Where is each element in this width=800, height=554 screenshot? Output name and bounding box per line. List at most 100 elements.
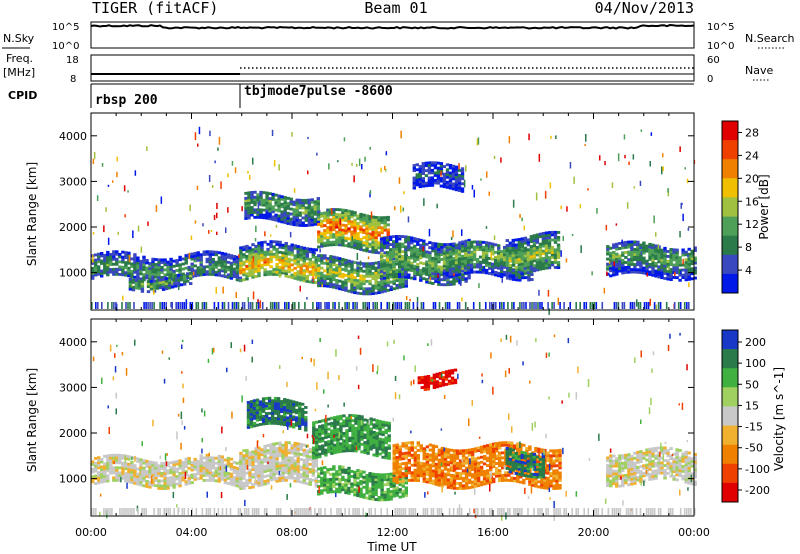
heatmap-speck <box>93 151 96 160</box>
heatmap-cell <box>256 198 260 202</box>
heatmap-cell <box>314 459 318 463</box>
heatmap-cell <box>293 244 297 248</box>
heatmap-cell <box>327 432 331 436</box>
heatmap-cell <box>298 427 302 430</box>
heatmap-cell <box>266 444 270 447</box>
heatmap-cell <box>478 260 483 264</box>
heatmap-cell <box>261 417 266 421</box>
heatmap-cell <box>136 274 140 277</box>
heatmap-floor-cell <box>143 302 145 309</box>
heatmap-cell <box>527 263 531 267</box>
heatmap-cell <box>208 466 212 470</box>
heatmap-floor-cell <box>583 302 585 309</box>
heatmap-cell <box>377 266 381 269</box>
heatmap-cell <box>136 261 140 265</box>
heatmap-cell <box>463 261 468 265</box>
heatmap-cell <box>648 247 652 251</box>
heatmap-speck <box>519 214 521 218</box>
heatmap-cell <box>287 473 291 477</box>
heatmap-cell <box>94 469 98 473</box>
heatmap-cell <box>553 230 558 234</box>
heatmap-cell <box>338 467 342 471</box>
heatmap-cell <box>284 446 288 450</box>
heatmap-cell <box>299 266 303 269</box>
heatmap-cell <box>154 484 158 488</box>
heatmap-cell <box>627 258 631 262</box>
heatmap-floor-cell <box>312 302 314 309</box>
heatmap-cell <box>327 422 331 426</box>
heatmap-cell <box>239 451 243 455</box>
heatmap-cell <box>272 240 276 244</box>
heatmap-cell <box>494 273 498 277</box>
heatmap-cell <box>109 258 113 261</box>
heatmap-cell <box>684 265 688 269</box>
heatmap-cell <box>136 475 140 478</box>
heatmap-cell <box>341 208 345 212</box>
heatmap-cell <box>639 256 643 259</box>
heatmap-cell <box>166 484 170 488</box>
heatmap-cell <box>431 246 435 250</box>
heatmap-cell <box>278 446 282 450</box>
heatmap-cell <box>324 428 328 432</box>
heatmap-cell <box>276 409 281 413</box>
heatmap-cell <box>172 264 176 268</box>
heatmap-cell <box>505 256 509 260</box>
heatmap-cell <box>320 471 324 475</box>
heatmap-cell <box>208 468 212 472</box>
heatmap-cell <box>365 221 369 225</box>
heatmap-cell <box>178 479 182 483</box>
heatmap-cell <box>389 275 393 279</box>
heatmap-cell <box>654 262 658 265</box>
heatmap-cell <box>226 268 231 272</box>
heatmap-cell <box>166 469 170 473</box>
heatmap-cell <box>449 242 453 246</box>
heatmap-cell <box>265 204 269 208</box>
heatmap-cell <box>359 274 363 278</box>
heatmap-cell <box>323 219 327 222</box>
heatmap-cell <box>520 262 524 266</box>
heatmap-cell <box>336 433 340 436</box>
heatmap-cell <box>389 238 393 241</box>
heatmap-speck <box>356 252 359 261</box>
heatmap-cell <box>606 245 610 248</box>
heatmap-cell <box>296 454 300 458</box>
heatmap-cell <box>621 246 625 250</box>
heatmap-cell <box>323 256 327 260</box>
heatmap-cell <box>245 264 249 268</box>
heatmap-cell <box>251 475 255 479</box>
heatmap-cell <box>687 277 691 281</box>
heatmap-cell <box>344 224 348 227</box>
heatmap-cell <box>424 181 429 185</box>
heatmap-cell <box>208 252 212 256</box>
heatmap-cell <box>287 466 291 470</box>
heatmap-cell <box>460 182 465 186</box>
heatmap-cell <box>208 260 212 264</box>
heatmap-cell <box>272 442 276 446</box>
heatmap-cell <box>523 266 528 270</box>
heatmap-cell <box>348 421 352 425</box>
heatmap-cell <box>270 404 275 408</box>
heatmap-cell <box>289 414 293 418</box>
heatmap-cell <box>336 415 340 419</box>
heatmap-floor-cell <box>569 302 571 309</box>
heatmap-cell <box>341 485 345 489</box>
heatmap-cell <box>242 245 246 249</box>
heatmap-cell <box>377 231 381 235</box>
heatmap-cell <box>283 408 287 412</box>
heatmap-cell <box>278 451 282 455</box>
heatmap-cell <box>289 197 293 201</box>
heatmap-cell <box>404 260 408 264</box>
heatmap-cell <box>329 285 333 289</box>
heatmap-cell <box>106 474 110 478</box>
heatmap-cell <box>454 263 459 267</box>
heatmap-cell <box>454 243 459 247</box>
heatmap-floor-cell <box>551 302 553 309</box>
heatmap-cell <box>338 480 342 484</box>
heatmap-cell <box>344 236 348 240</box>
heatmap-speck <box>252 157 254 165</box>
heatmap-cell <box>395 235 399 238</box>
heatmap-cell <box>339 445 343 448</box>
heatmap-cell <box>266 257 270 261</box>
heatmap-cell <box>270 416 275 420</box>
heatmap-cell <box>422 269 426 273</box>
